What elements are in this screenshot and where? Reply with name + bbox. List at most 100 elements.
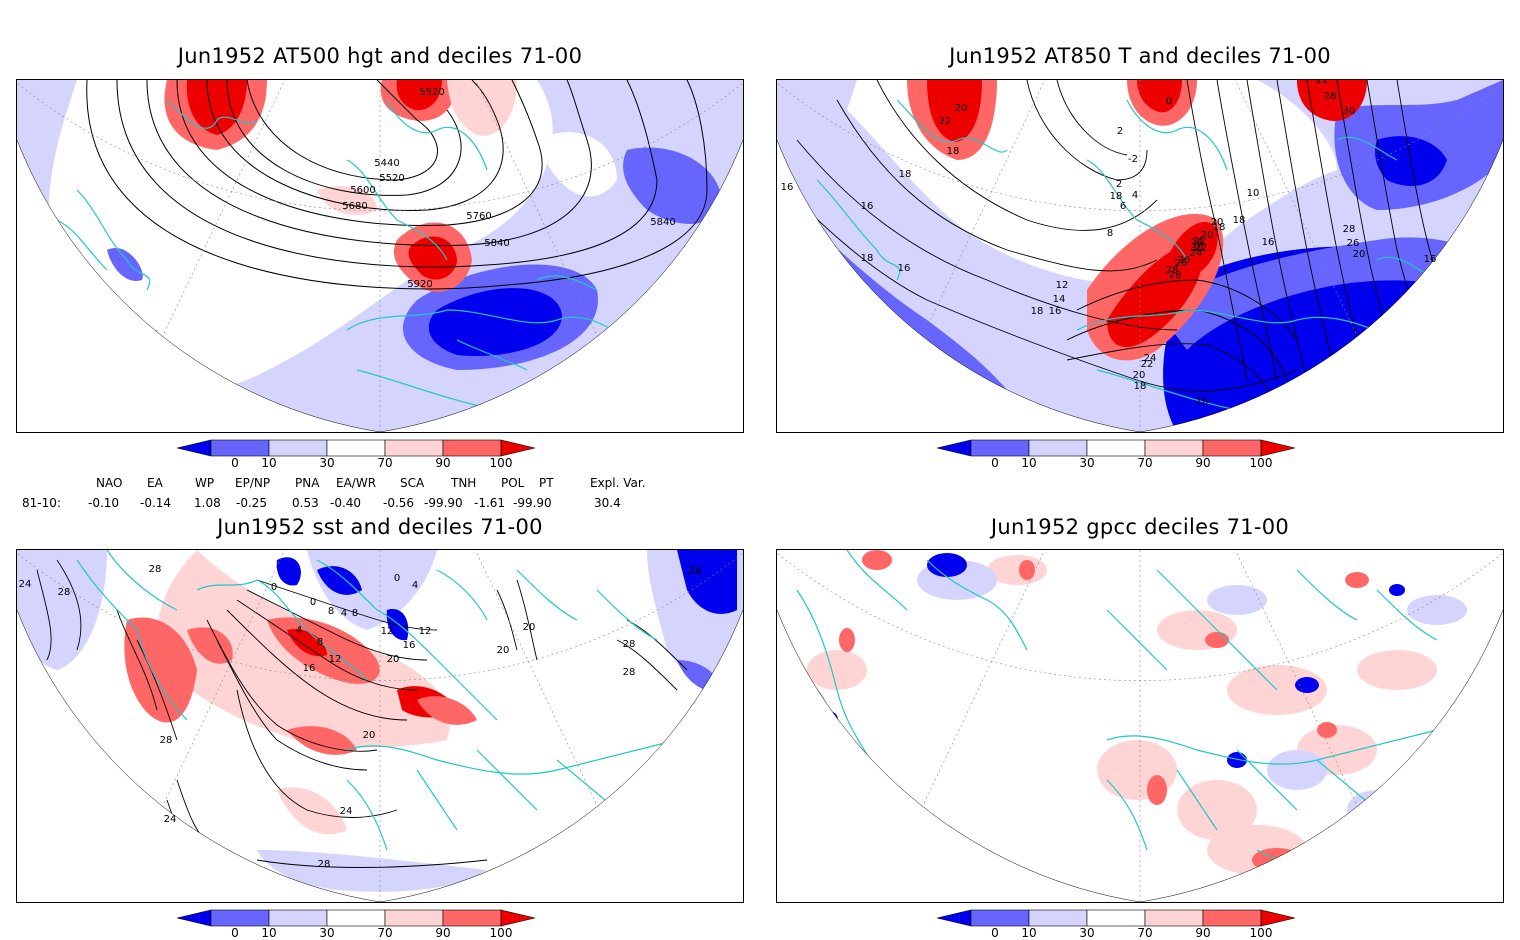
contour-label: 20 (387, 654, 400, 665)
contour-label: 20 (1211, 217, 1224, 228)
index-header: EA (147, 476, 163, 490)
colorbar-label: 10 (261, 926, 277, 940)
contour-label: 5520 (419, 87, 444, 98)
colorbar-label: 100 (489, 456, 513, 470)
colorbar-label: 30 (1079, 456, 1095, 470)
index-header: EA/WR (336, 476, 377, 490)
colorbar-segment (384, 909, 444, 927)
contour-label: 28 (1169, 270, 1182, 281)
contour-label: 28 (58, 587, 71, 598)
index-table: NAO EA WP EP/NP PNA EA/WR SCA TNH POL PT… (0, 476, 760, 510)
very-high-decile-region (396, 80, 442, 111)
contour-label: 18 (861, 253, 874, 264)
contour-label: 5760 (466, 211, 491, 222)
colorbar-segment (970, 909, 1030, 927)
near-normal-region (537, 132, 617, 197)
map-panel-sst: 24 28 28 28 24 20 16 12 8 4 0 0 4 8 12 1… (16, 549, 744, 903)
contour-label: 12 (329, 654, 342, 665)
index-value: -0.25 (236, 496, 268, 510)
low-decile-region (623, 147, 722, 224)
colorbar-top-right: 0 10 30 70 90 100 (936, 438, 1346, 474)
contour-label: 18 (1110, 191, 1123, 202)
colorbar-segment (268, 439, 328, 457)
contour-label: 20 (1133, 370, 1146, 381)
index-header: SCA (400, 476, 425, 490)
contour-label: 16 (303, 663, 316, 674)
contour-label: -2 (1128, 154, 1138, 165)
contour-label: 24 (1190, 248, 1203, 259)
graticule (17, 80, 743, 432)
colorbar-svg (176, 439, 536, 457)
colorbar-segment (268, 909, 328, 927)
contour-label: 0 (271, 582, 277, 593)
contour-label: 18 (947, 146, 960, 157)
contour-label: 28 (689, 566, 702, 577)
index-row-label: 81-10: (22, 496, 61, 510)
contour-label: 5600 (350, 185, 375, 196)
colorbar-label: 0 (991, 926, 999, 940)
panel-title-1: Jun1952 AT500 hgt and deciles 71-00 (177, 44, 583, 68)
panel-title-3: Jun1952 sst and deciles 71-00 (217, 515, 543, 539)
contour-label: 16 (1424, 254, 1437, 265)
colorbar-arrow-low (936, 909, 972, 927)
colorbar-svg (936, 909, 1296, 927)
panel-title-4: Jun1952 gpcc deciles 71-00 (990, 515, 1290, 539)
contour-label: 28 (149, 564, 162, 575)
colorbar-label: 30 (319, 456, 335, 470)
contour-label: 0 (1166, 96, 1172, 107)
contour-label: 5840 (484, 238, 509, 249)
contour-label: 24 (164, 814, 177, 825)
colorbar-label: 100 (1249, 926, 1273, 940)
contour-label: 16 (1196, 396, 1209, 407)
contour-label: 20 (1201, 230, 1214, 241)
contour-label: 22 (1194, 236, 1207, 247)
contour-label: 24 (1191, 237, 1204, 248)
contour-label: 5440 (374, 158, 399, 169)
index-values: 81-10: -0.10 -0.14 1.08 -0.25 0.53 -0.40… (0, 496, 760, 512)
colorbar-top-left: 0 10 30 70 90 100 (176, 438, 586, 474)
index-header: WP (195, 476, 215, 490)
contour-label: 8 (317, 637, 323, 648)
colorbar-segment (970, 439, 1030, 457)
contour-label: 20 (955, 103, 968, 114)
contour-label: 0 (310, 597, 316, 608)
index-value: -0.10 (88, 496, 120, 510)
precip-deciles (777, 550, 1503, 902)
contour-label: 22 (1195, 243, 1208, 254)
contour-label: 20 (497, 645, 510, 656)
colorbar-label: 90 (1195, 926, 1211, 940)
contour-label: 28 (318, 859, 331, 870)
contour-label: 24 (340, 806, 353, 817)
contour-label: 4 (341, 608, 347, 619)
colorbar-svg (936, 439, 1296, 457)
index-header: PT (539, 476, 554, 490)
contour-label: 28 (1343, 224, 1356, 235)
contour-label: 5680 (342, 201, 367, 212)
index-header: POL (501, 476, 525, 490)
contour-label: 18 (1213, 222, 1226, 233)
contour-label: 16 (781, 182, 794, 193)
index-header: NAO (96, 476, 123, 490)
colorbar-arrow-high (1260, 439, 1296, 457)
contour-label: 4 (412, 580, 418, 591)
contour-label: 28 (1166, 265, 1179, 276)
contour-label: 2 (1117, 126, 1123, 137)
colorbar-label: 70 (377, 926, 393, 940)
contour-label: 5840 (650, 217, 675, 228)
colorbar-label: 0 (991, 456, 999, 470)
height-contours (86, 80, 708, 290)
contour-label: 30 (1191, 243, 1204, 254)
contour-label: 20 (363, 730, 376, 741)
colorbar-bottom-left: 0 10 30 70 90 100 (176, 908, 586, 940)
colorbar-segment (1144, 909, 1204, 927)
contour-label: 8 (1107, 228, 1113, 239)
low-decile-region (107, 247, 143, 281)
contour-label: 8 (328, 606, 334, 617)
colorbar-segment (326, 909, 386, 927)
contour-label: 4 (1132, 190, 1138, 201)
index-value: 1.08 (194, 496, 221, 510)
contour-label: 28 (1324, 91, 1337, 102)
contour-label: 18 (1031, 306, 1044, 317)
contour-label: 10 (1247, 188, 1260, 199)
colorbar-segment (1028, 909, 1088, 927)
